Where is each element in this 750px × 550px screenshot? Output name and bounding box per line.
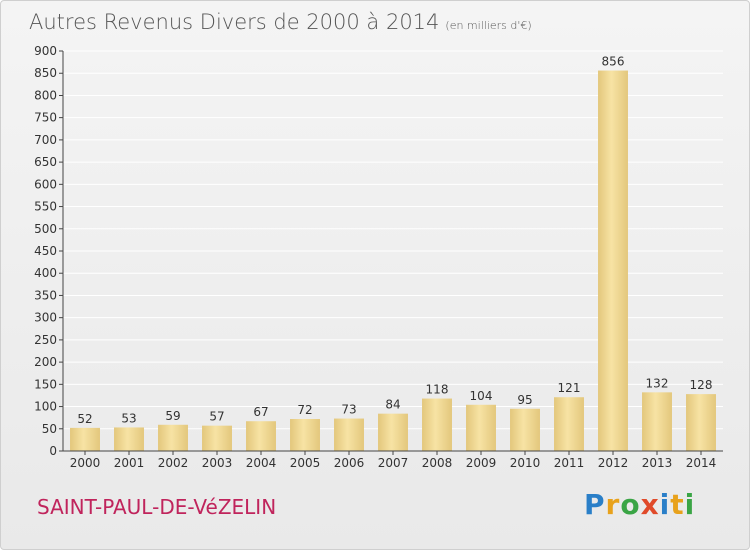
y-tick-label: 750 [34,111,57,125]
value-label: 128 [690,378,713,392]
x-tick-label: 2010 [510,456,541,470]
proxiti-logo: Proxiti [584,488,695,521]
y-tick-label: 50 [42,422,57,436]
y-tick-label: 600 [34,177,57,191]
y-tick-label: 0 [49,444,57,458]
x-tick-label: 2000 [70,456,101,470]
y-tick-label: 700 [34,133,57,147]
bar [466,404,496,451]
bar [158,424,188,451]
bar [510,408,540,451]
bar [202,425,232,451]
chart-title-block: Autres Revenus Divers de 2000 à 2014 (en … [29,10,532,34]
y-tick-label: 850 [34,66,57,80]
value-label: 84 [385,398,400,412]
x-tick-label: 2012 [598,456,629,470]
value-label: 72 [297,403,312,417]
bar [378,413,408,451]
y-tick-label: 800 [34,88,57,102]
y-tick-label: 300 [34,311,57,325]
bar [290,419,320,451]
logo-letter: x [640,488,660,521]
bar [70,427,100,451]
logo-letter: i [684,488,696,521]
y-tick-label: 250 [34,333,57,347]
commune-name: SAINT-PAUL-DE-VéZELIN [37,495,277,519]
x-tick-label: 2011 [554,456,585,470]
x-tick-label: 2007 [378,456,409,470]
value-label: 95 [517,393,532,407]
value-label: 57 [209,410,224,424]
y-tick-label: 650 [34,155,57,169]
bar [686,394,716,451]
bar [334,418,364,451]
x-tick-label: 2006 [334,456,365,470]
logo-letter: o [620,488,641,521]
x-tick-label: 2003 [202,456,233,470]
value-label: 132 [646,376,669,390]
x-tick-label: 2009 [466,456,497,470]
chart-title: Autres Revenus Divers de 2000 à 2014 [29,10,440,34]
value-label: 118 [426,383,449,397]
y-tick-label: 200 [34,355,57,369]
labels: 0 50 100 150 200 250 300 350 400 450 500 550 600 650 7… [34,44,716,470]
logo-letter: P [584,488,606,521]
y-tick-label: 900 [34,44,57,58]
y-tick-label: 350 [34,288,57,302]
y-tick-label: 100 [34,400,57,414]
x-tick-label: 2001 [114,456,145,470]
y-tick-label: 150 [34,377,57,391]
logo-letter: t [670,488,685,521]
value-label: 52 [77,412,92,426]
logo-letter: i [659,488,671,521]
bar [422,398,452,451]
x-tick-label: 2004 [246,456,277,470]
value-label: 59 [165,409,180,423]
value-label: 856 [602,55,625,69]
y-tick-label: 450 [34,244,57,258]
bar [642,392,672,451]
y-tick-label: 500 [34,222,57,236]
x-tick-label: 2005 [290,456,321,470]
y-tick-label: 400 [34,266,57,280]
bars [70,70,716,452]
value-label: 104 [470,389,493,403]
value-label: 73 [341,403,356,417]
value-label: 121 [558,381,581,395]
bar [246,421,276,451]
x-tick-label: 2008 [422,456,453,470]
value-label: 53 [121,411,136,425]
bar [554,397,584,451]
logo-letter: r [605,488,621,521]
axes [59,50,723,455]
bar [598,70,628,452]
value-label: 67 [253,405,268,419]
bar [114,427,144,451]
y-tick-label: 550 [34,200,57,214]
x-tick-label: 2002 [158,456,189,470]
chart-subtitle: (en milliers d'€) [445,19,532,32]
x-tick-label: 2014 [686,456,717,470]
x-tick-label: 2013 [642,456,673,470]
